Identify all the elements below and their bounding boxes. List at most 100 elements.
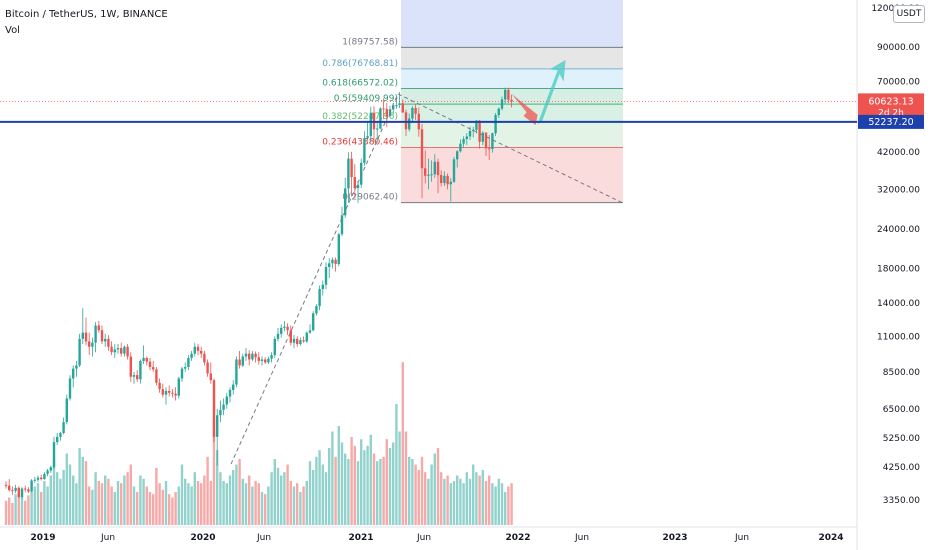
price-tick-label: 24000.00 [877, 225, 920, 235]
candle-body [481, 132, 484, 142]
trend-line-up [230, 93, 399, 465]
time-tick-label: Jun [734, 533, 749, 543]
volume-bar [504, 492, 507, 525]
candle-body [363, 138, 366, 163]
price-tick-label: 42000.00 [877, 148, 920, 158]
candle-body [379, 108, 382, 129]
volume-bar [142, 478, 145, 525]
candle-body [68, 378, 72, 399]
volume-bar [251, 486, 254, 525]
candle-body [254, 353, 257, 358]
candle-body [452, 159, 456, 182]
volume-bar [491, 483, 494, 525]
volume-bar [385, 439, 388, 525]
fib-label-5: 0.236(43380.46) [322, 137, 398, 147]
volume-bar [164, 481, 168, 525]
time-tick-label: Jun [574, 533, 589, 543]
time-tick-label: 2020 [190, 533, 215, 543]
volume-bar [120, 483, 123, 525]
candle-body [84, 332, 88, 342]
candle-body [443, 175, 446, 184]
price-tick-label: 11000.00 [877, 332, 920, 342]
candle-body [347, 158, 350, 189]
volume-bar [196, 481, 200, 525]
fib-zone-4 [401, 104, 623, 122]
volume-bar [107, 478, 110, 525]
candle-body [488, 148, 491, 150]
volume-bar [497, 478, 500, 525]
candle-body [260, 359, 264, 361]
candle-body [312, 313, 315, 331]
candle-body [20, 488, 24, 498]
volume-bar [27, 495, 30, 525]
volume-bar [507, 486, 510, 525]
volume-bar [40, 492, 43, 525]
candle-body [72, 368, 75, 379]
candle-body [257, 357, 260, 361]
volume-bar [459, 478, 462, 525]
fib-zone-5 [401, 121, 623, 148]
volume-bar [424, 472, 427, 525]
volume-bar [30, 492, 33, 525]
candle-body [36, 477, 40, 480]
fib-label-2: 0.618(66572.02) [322, 79, 398, 89]
volume-bar [353, 445, 356, 525]
candle-body [318, 289, 321, 307]
volume-bar [302, 486, 305, 525]
volume-bar [404, 431, 408, 525]
volume-bar [280, 475, 283, 525]
volume-bar [11, 503, 14, 525]
currency-button[interactable]: USDT [893, 5, 925, 23]
candle-body [404, 112, 408, 130]
volume-bar [305, 481, 308, 525]
volume-bar [171, 497, 174, 525]
candle-body [46, 470, 49, 474]
volume-bar [347, 459, 350, 525]
candle-body [414, 107, 417, 114]
volume-bar [24, 500, 27, 525]
volume-bar [200, 483, 203, 525]
candle-body [97, 325, 100, 331]
volume-bar [36, 483, 40, 525]
fib-label-0: 1(89757.58) [342, 37, 398, 47]
volume-indicator-label[interactable]: Vol [5, 25, 20, 36]
candle-body [107, 338, 110, 347]
volume-bar [248, 475, 251, 525]
countdown-label: 2d 2h [878, 108, 904, 118]
volume-bar [475, 472, 478, 525]
volume-bar [33, 486, 36, 525]
candle-body [286, 326, 289, 331]
volume-bar [481, 470, 484, 525]
volume-bar [292, 486, 296, 525]
current-price-label: 60623.13 [868, 96, 913, 107]
volume-bar [289, 481, 292, 525]
candle-body [180, 368, 184, 379]
candle-body [116, 348, 120, 350]
candle-body [209, 373, 212, 381]
time-tick-label: 2021 [348, 533, 373, 543]
volume-bar [228, 475, 232, 525]
candle-body [302, 340, 305, 342]
candle-body [334, 259, 337, 265]
price-tick-label: 5250.00 [883, 434, 920, 444]
volume-bar [296, 483, 299, 525]
candle-body [276, 333, 280, 339]
candle-body [353, 177, 356, 189]
volume-bar [104, 475, 107, 525]
candle-body [30, 480, 33, 492]
volume-bar [49, 475, 52, 525]
candle-body [360, 162, 363, 185]
volume-bar [331, 431, 334, 525]
volume-bar [184, 478, 187, 525]
volume-bar [17, 492, 20, 525]
volume-bar [148, 492, 152, 525]
candle-body [238, 359, 241, 366]
volume-bar [75, 483, 78, 525]
candle-body [27, 489, 30, 492]
candle-body [49, 467, 52, 471]
volume-bar [257, 483, 260, 525]
volume-bar [286, 464, 289, 525]
candle-body [75, 365, 78, 369]
fib-label-6: 0(29062.40) [342, 193, 398, 203]
